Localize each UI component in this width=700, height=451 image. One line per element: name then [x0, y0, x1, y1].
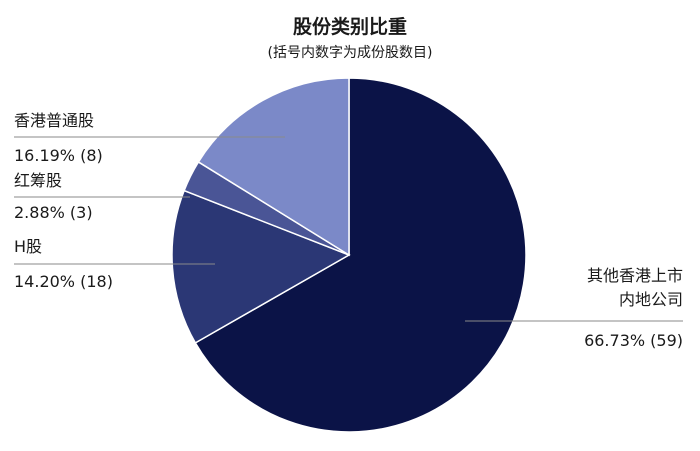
slice-value-label-0: 66.73% (59): [584, 331, 683, 350]
slice-label-0-line-0: 其他香港上市: [587, 266, 683, 285]
pie-slice-0: [194, 77, 527, 433]
slice-label-0-line-1: 内地公司: [619, 290, 683, 309]
slice-value-label-3: 16.19% (8): [14, 146, 103, 165]
chart-title: 股份类别比重: [293, 15, 407, 38]
slice-label-1-line-0: H股: [14, 237, 42, 256]
slice-value-label-2: 2.88% (3): [14, 203, 93, 222]
slice-label-3-line-0: 香港普通股: [14, 111, 94, 130]
chart-subtitle: (括号内数字为成份股数目): [268, 45, 433, 61]
pie-slice-1: [171, 189, 351, 344]
slice-label-2-line-0: 红筹股: [14, 171, 62, 190]
slice-value-label-1: 14.20% (18): [14, 272, 113, 291]
pie-slice-3: [197, 77, 350, 257]
slices-layer: [171, 77, 527, 433]
